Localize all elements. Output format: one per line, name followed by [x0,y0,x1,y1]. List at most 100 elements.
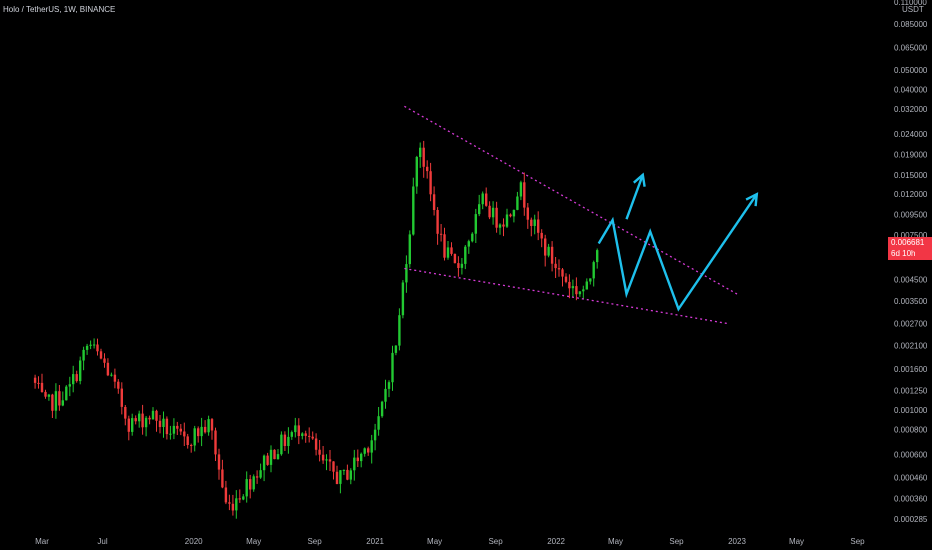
candle [398,308,401,351]
price-tick-label: 0.002700 [894,320,928,329]
candle [380,400,384,418]
candle [488,201,491,220]
candle [557,259,561,277]
candles-layer [33,140,599,519]
time-tick-label: May [427,537,442,546]
time-tick-label: 2022 [547,537,565,546]
candle [308,427,311,443]
candle [516,191,519,211]
time-tick-label: May [608,537,623,546]
candle [214,427,217,461]
time-tick-label: Sep [669,537,684,546]
candle [491,201,495,225]
time-axis: Mar Jul 2020 May Sep 2021 May Sep 2022 May Sep 2023… [35,537,865,546]
candle [314,433,318,456]
candle [547,243,550,258]
candle [47,393,51,401]
projection-path[interactable] [597,193,758,312]
candle [190,443,193,453]
price-tick-label: 0.004500 [894,275,928,284]
candle [384,379,387,409]
candle [290,430,293,440]
candle [221,459,224,489]
candle [249,474,252,499]
candle [429,162,432,202]
candle [228,494,231,511]
candle [550,241,554,272]
overlays-layer [404,105,759,325]
candle [467,239,470,254]
candle [387,380,391,398]
candle [450,242,453,256]
candle [280,431,283,456]
candle [172,418,176,440]
projection-arrowhead [633,172,646,187]
price-unit-label: USDT [902,5,924,14]
candle [304,430,307,443]
candle [373,423,377,451]
candle [231,494,235,516]
candle [54,383,58,419]
candle [197,426,200,443]
candle [138,410,141,428]
price-tick-label: 0.024000 [894,130,928,139]
price-tick-label: 0.001000 [894,406,928,415]
candle [377,407,380,436]
price-tick-label: 0.019000 [894,150,928,159]
candle [419,142,422,168]
candle [408,230,411,268]
candle [273,449,276,460]
last-price-badge: 0.006681 6d 10h [888,237,932,260]
bar-countdown: 6d 10h [891,249,916,258]
candle [571,279,575,297]
price-axis: 0.110000 0.085000 0.065000 0.050000 0.040000… [894,0,928,524]
candle [332,461,335,480]
price-tick-label: 0.001250 [894,387,928,396]
price-tick-label: 0.012000 [894,190,928,199]
candle [134,415,137,425]
candle [217,448,221,480]
candle [474,208,477,243]
candle [103,353,106,368]
candle [72,365,75,393]
candle [61,391,64,407]
candle [592,260,595,287]
projection-path[interactable] [625,174,644,220]
candle [453,253,457,264]
candle [446,241,450,260]
candle [235,490,238,519]
time-tick-label: Sep [488,537,503,546]
candle [200,417,203,447]
candle [179,424,182,436]
price-tick-label: 0.000285 [894,515,928,524]
candle [509,213,512,218]
candle [349,468,352,485]
price-tick-label: 0.007500 [894,231,928,240]
candle [82,346,85,371]
candle [328,450,332,471]
candle [252,474,255,492]
candle [512,209,516,223]
candle [44,389,47,399]
price-tick-label: 0.009500 [894,211,928,220]
candle [346,464,349,481]
candle [568,274,571,299]
candle [51,393,54,418]
candle [422,140,425,178]
candle [367,446,370,456]
candle [564,273,568,284]
candle [224,480,228,505]
candle [582,285,585,299]
candle [530,217,533,237]
price-tick-label: 0.000600 [894,450,928,459]
time-tick-label: 2023 [728,537,746,546]
candle [561,268,564,287]
wedge-trendline[interactable] [404,105,738,295]
candle [297,418,300,445]
price-tick-label: 0.050000 [894,66,928,75]
candle [478,194,481,217]
price-tick-label: 0.001600 [894,365,928,374]
candle [356,449,359,467]
candle [169,425,172,440]
